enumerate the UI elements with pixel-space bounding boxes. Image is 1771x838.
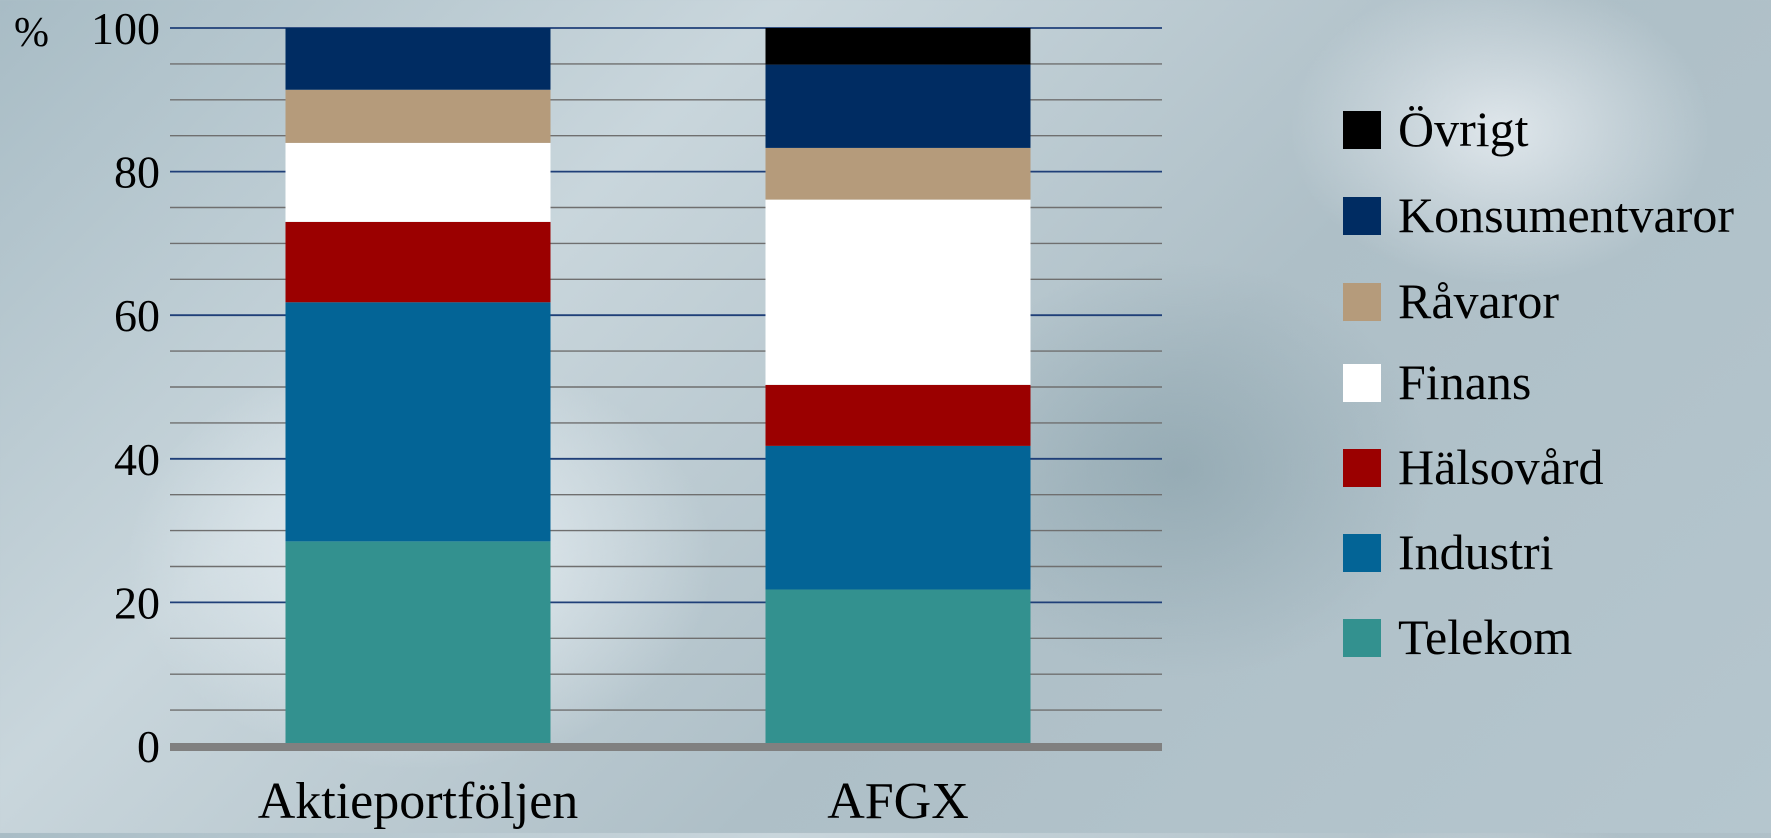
bar-segment-telekom-afgx (765, 589, 1031, 746)
bar-segment-ovrigt-afgx (765, 28, 1031, 65)
bar-segment-ravaror-aktieportfoljen (285, 89, 551, 143)
y-axis-unit-label: % (14, 10, 49, 56)
y-tick-label: 20 (114, 577, 160, 628)
bar-segment-ravaror-afgx (765, 147, 1031, 200)
y-tick-label: 80 (114, 147, 160, 198)
legend-swatch-telekom (1343, 619, 1381, 657)
legend-label-ovrigt: Övrigt (1398, 101, 1529, 157)
legend-swatch-halsovard (1343, 449, 1381, 487)
legend-label-industri: Industri (1398, 524, 1554, 580)
axes: 0 20 40 60 80 100% Aktieportföljen AFGX (14, 3, 1162, 830)
x-tick-label: AFGX (827, 773, 969, 830)
bar-segment-telekom-aktieportfoljen (285, 541, 551, 746)
legend-label-finans: Finans (1398, 354, 1531, 410)
y-tick-label: 0 (137, 721, 160, 772)
legend-swatch-ovrigt (1343, 111, 1381, 149)
legend-label-ravaror: Råvaror (1398, 273, 1559, 329)
y-tick-label: 40 (114, 434, 160, 485)
legend-label-telekom: Telekom (1398, 609, 1572, 665)
y-tick-label: 60 (114, 290, 160, 341)
legend-label-konsumentvaror: Konsumentvaror (1398, 187, 1734, 243)
bar-segment-finans-aktieportfoljen (285, 142, 551, 222)
bar-segment-industri-afgx (765, 445, 1031, 590)
bar-segment-konsumentvaror-aktieportfoljen (285, 28, 551, 90)
bar-segment-halsovard-afgx (765, 384, 1031, 446)
legend: Övrigt Konsumentvaror Råvaror Finans Hälsovå… (1343, 101, 1734, 665)
bars (285, 28, 1031, 746)
bar-segment-industri-aktieportfoljen (285, 302, 551, 542)
legend-swatch-ravaror (1343, 283, 1381, 321)
legend-swatch-konsumentvaror (1343, 197, 1381, 235)
legend-swatch-finans (1343, 364, 1381, 402)
legend-swatch-industri (1343, 534, 1381, 572)
legend-label-halsovard: Hälsovård (1398, 439, 1604, 495)
x-tick-label: Aktieportföljen (258, 773, 579, 830)
bar-segment-halsovard-aktieportfoljen (285, 221, 551, 303)
bar-segment-konsumentvaror-afgx (765, 64, 1031, 148)
x-axis-baseline (170, 743, 1162, 751)
bar-segment-finans-afgx (765, 199, 1031, 385)
y-tick-label: 100 (91, 3, 160, 54)
